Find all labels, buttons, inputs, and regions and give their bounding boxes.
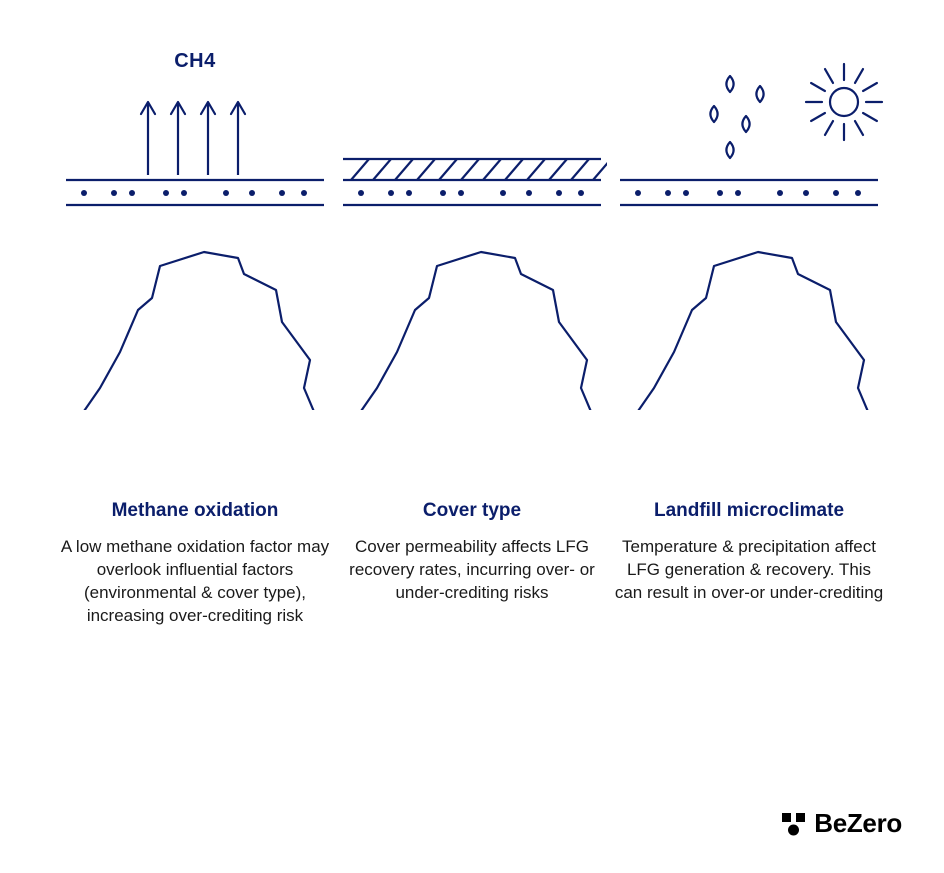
svg-methane [60,50,330,410]
captions-row: Methane oxidation A low methane oxidatio… [0,500,944,628]
caption-title-methane: Methane oxidation [60,500,330,522]
caption-microclimate: Landfill microclimate Temperature & prec… [614,500,884,628]
panel-microclimate [614,50,884,410]
brand-logo: BeZero [780,808,902,839]
caption-methane: Methane oxidation A low methane oxidatio… [60,500,330,628]
caption-body-methane: A low methane oxidation factor may overl… [60,536,330,628]
illustration-microclimate [614,50,884,410]
illustration-cover [337,50,607,410]
logo-text: BeZero [814,808,902,839]
caption-title-microclimate: Landfill microclimate [614,500,884,522]
caption-cover: Cover type Cover permeability affects LF… [337,500,607,628]
svg-cover [337,50,607,410]
caption-title-cover: Cover type [337,500,607,522]
infographic-canvas: CH4 Methane oxidation A low methane oxid… [0,50,944,873]
illustration-methane: CH4 [60,50,330,410]
panels-row: CH4 [0,50,944,410]
caption-body-cover: Cover permeability affects LFG recovery … [337,536,607,605]
caption-body-microclimate: Temperature & precipitation affect LFG g… [614,536,884,605]
logo-icon [780,811,808,837]
panel-methane: CH4 [60,50,330,410]
svg-microclimate [614,50,884,410]
ch4-label: CH4 [60,50,330,73]
panel-cover [337,50,607,410]
